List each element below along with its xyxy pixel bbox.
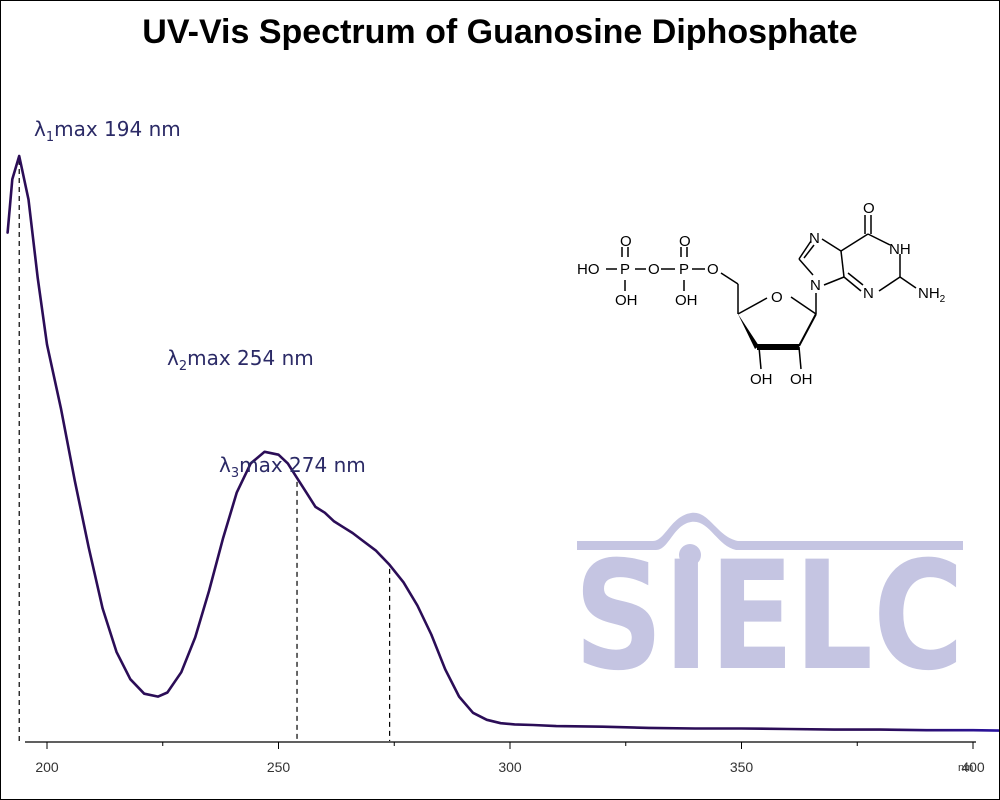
x-tick-label: 200 xyxy=(35,759,59,775)
peak-label: λ1max 194 nm xyxy=(34,117,181,145)
peak-label: λ3max 274 nm xyxy=(219,453,366,481)
peak-label-subscript: 3 xyxy=(231,466,239,481)
x-tick-label: 250 xyxy=(267,759,291,775)
atom-n7: N xyxy=(809,230,820,247)
peak-label-text: max 194 nm xyxy=(54,117,181,141)
atom-nh2-sub: 2 xyxy=(940,294,946,305)
atom-n9: N xyxy=(810,277,821,294)
watermark-i-dot xyxy=(679,544,701,566)
peak-marker-lines xyxy=(18,160,391,741)
peak-label-subscript: 2 xyxy=(179,359,187,374)
atom-o-top1: O xyxy=(620,233,632,250)
peak-label-symbol: λ xyxy=(219,453,231,477)
x-tick-label: 350 xyxy=(730,759,754,775)
atom-oh-p2: OH xyxy=(675,292,698,309)
atom-p2: P xyxy=(679,261,689,278)
atom-n1h: NH xyxy=(889,241,911,258)
atom-o-bridge2: O xyxy=(707,261,719,278)
atom-nh2-n: NH xyxy=(918,285,940,302)
peak-label: λ2max 254 nm xyxy=(167,346,314,374)
atom-n3: N xyxy=(863,285,874,302)
x-tick-label: 300 xyxy=(498,759,522,775)
sielc-watermark: SIELC xyxy=(574,512,964,704)
atom-o-ring: O xyxy=(771,289,783,306)
series-spectrum-line xyxy=(6,154,999,732)
atom-o6: O xyxy=(863,200,875,217)
atom-o-top2: O xyxy=(679,233,691,250)
atom-ho: HO xyxy=(577,261,600,278)
peak-label-symbol: λ xyxy=(34,117,46,141)
x-tick-label: 400 xyxy=(961,759,985,775)
atom-oh-c2: OH xyxy=(790,371,813,388)
atom-p1: P xyxy=(620,261,630,278)
x-axis-unit: nm xyxy=(958,762,973,774)
watermark-text: SIELC xyxy=(574,530,964,704)
peak-label-text: max 254 nm xyxy=(187,346,314,370)
chart-title: UV-Vis Spectrum of Guanosine Diphosphate xyxy=(142,13,858,51)
atom-nh2: NH2 xyxy=(918,285,946,305)
peak-label-text: max 274 nm xyxy=(239,453,366,477)
peak-label-symbol: λ xyxy=(167,346,179,370)
watermark-arc-bar xyxy=(577,512,963,550)
molecule-structure xyxy=(606,215,917,370)
atom-oh-c3: OH xyxy=(750,371,773,388)
molecule-atom-labels: HO P O P O O O OH OH O N N N NH O NH2 OH… xyxy=(577,200,946,388)
x-axis-ticks: 200250300350400450500550 xyxy=(35,742,985,775)
atom-o-bridge1: O xyxy=(648,261,660,278)
peak-label-subscript: 1 xyxy=(46,130,54,145)
atom-oh-p1: OH xyxy=(615,292,638,309)
